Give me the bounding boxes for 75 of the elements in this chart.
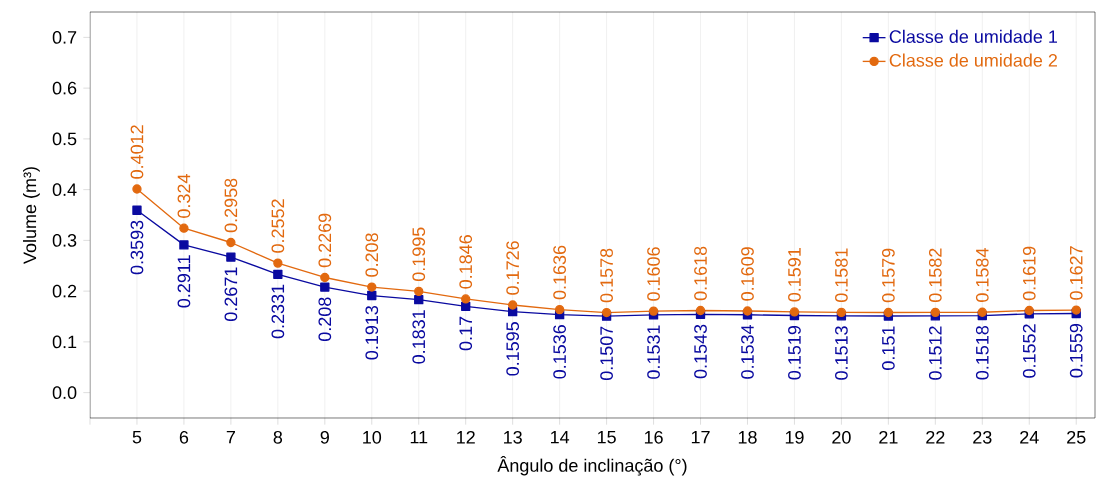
data-label: 0.1512 — [928, 326, 942, 380]
data-label: 0.1513 — [835, 326, 848, 380]
data-label: 0.1507 — [600, 326, 613, 381]
x-tick-label: 5 — [132, 430, 142, 444]
y-tick-label: 0.0 — [52, 386, 77, 399]
x-tick-label: 6 — [179, 430, 189, 444]
data-label: 0.2331 — [271, 284, 285, 339]
data-label: 0.1995 — [412, 227, 426, 282]
x-tick-label: 7 — [226, 430, 235, 444]
data-label: 0.1531 — [647, 325, 660, 379]
data-label: 0.1591 — [788, 248, 801, 302]
x-tick-label: 9 — [320, 430, 329, 444]
x-tick-label: 14 — [551, 430, 570, 444]
data-label: 0.151 — [882, 326, 895, 370]
data-label: 0.2552 — [271, 199, 285, 253]
data-label: 0.2911 — [177, 255, 191, 308]
data-label: 0.1579 — [882, 248, 895, 303]
data-label: 0.2671 — [224, 267, 238, 322]
legend-label: Classe de umidade 1 — [889, 29, 1058, 43]
x-tick-label: 22 — [926, 430, 945, 444]
data-label: 0.1595 — [506, 322, 520, 376]
data-label: 0.1618 — [694, 246, 707, 301]
x-tick-label: 13 — [504, 430, 522, 444]
y-tick-label: 0.1 — [52, 335, 77, 349]
data-label: 0.208 — [318, 297, 332, 341]
y-tick-label: 0.5 — [52, 132, 77, 146]
y-axis-title: Volume (m³) — [23, 167, 40, 264]
data-label: 0.2958 — [224, 178, 238, 233]
x-tick-label: 10 — [363, 430, 382, 444]
x-tick-label: 12 — [457, 430, 475, 444]
y-tick-label: 0.2 — [52, 284, 77, 298]
data-label: 0.208 — [365, 233, 379, 277]
y-tick-label: 0.4 — [52, 183, 77, 196]
data-label: 0.1619 — [1022, 246, 1036, 301]
data-label: 0.1552 — [1022, 324, 1036, 378]
data-label: 0.1831 — [412, 310, 426, 364]
x-axis-title: Ângulo de inclinação (°) — [497, 455, 687, 476]
data-label: 0.1584 — [975, 248, 989, 302]
data-label: 0.1536 — [553, 325, 566, 379]
data-label: 0.1627 — [1069, 246, 1083, 300]
x-tick-label: 19 — [785, 430, 804, 444]
x-tick-label: 18 — [738, 430, 757, 444]
data-label: 0.1913 — [365, 305, 379, 360]
data-label: 0.1519 — [788, 326, 801, 380]
y-tick-label: 0.6 — [52, 81, 77, 95]
data-label: 0.1581 — [835, 248, 848, 303]
data-label: 0.1518 — [975, 325, 989, 380]
x-tick-label: 21 — [879, 430, 898, 444]
legend-label: Classe de umidade 2 — [889, 53, 1057, 67]
data-label: 0.2269 — [318, 213, 332, 268]
x-tick-label: 17 — [691, 430, 710, 444]
data-label: 0.1559 — [1069, 323, 1083, 378]
y-tick-label: 0.7 — [52, 31, 77, 44]
x-tick-label: 25 — [1067, 430, 1086, 444]
data-label: 0.1609 — [741, 247, 754, 301]
data-label: 0.3593 — [130, 220, 144, 275]
data-label: 0.1726 — [506, 241, 520, 295]
data-label: 0.1636 — [553, 245, 566, 300]
x-tick-label: 24 — [1020, 430, 1039, 444]
data-label: 0.1543 — [694, 324, 707, 379]
x-tick-label: 11 — [410, 430, 428, 444]
x-tick-label: 23 — [973, 430, 992, 444]
y-tick-label: 0.3 — [52, 234, 77, 247]
data-label: 0.1578 — [600, 248, 613, 303]
data-label: 0.1534 — [741, 324, 754, 379]
data-label: 0.1582 — [928, 248, 942, 303]
x-tick-label: 20 — [832, 430, 851, 444]
data-label: 0.324 — [177, 174, 191, 218]
x-tick-label: 16 — [644, 430, 663, 444]
data-label: 0.1606 — [647, 247, 660, 301]
data-label: 0.4012 — [130, 125, 144, 179]
data-label: 0.1846 — [459, 235, 473, 289]
x-tick-label: 8 — [273, 430, 283, 444]
x-tick-label: 15 — [597, 430, 616, 444]
data-label: 0.17 — [459, 316, 473, 351]
